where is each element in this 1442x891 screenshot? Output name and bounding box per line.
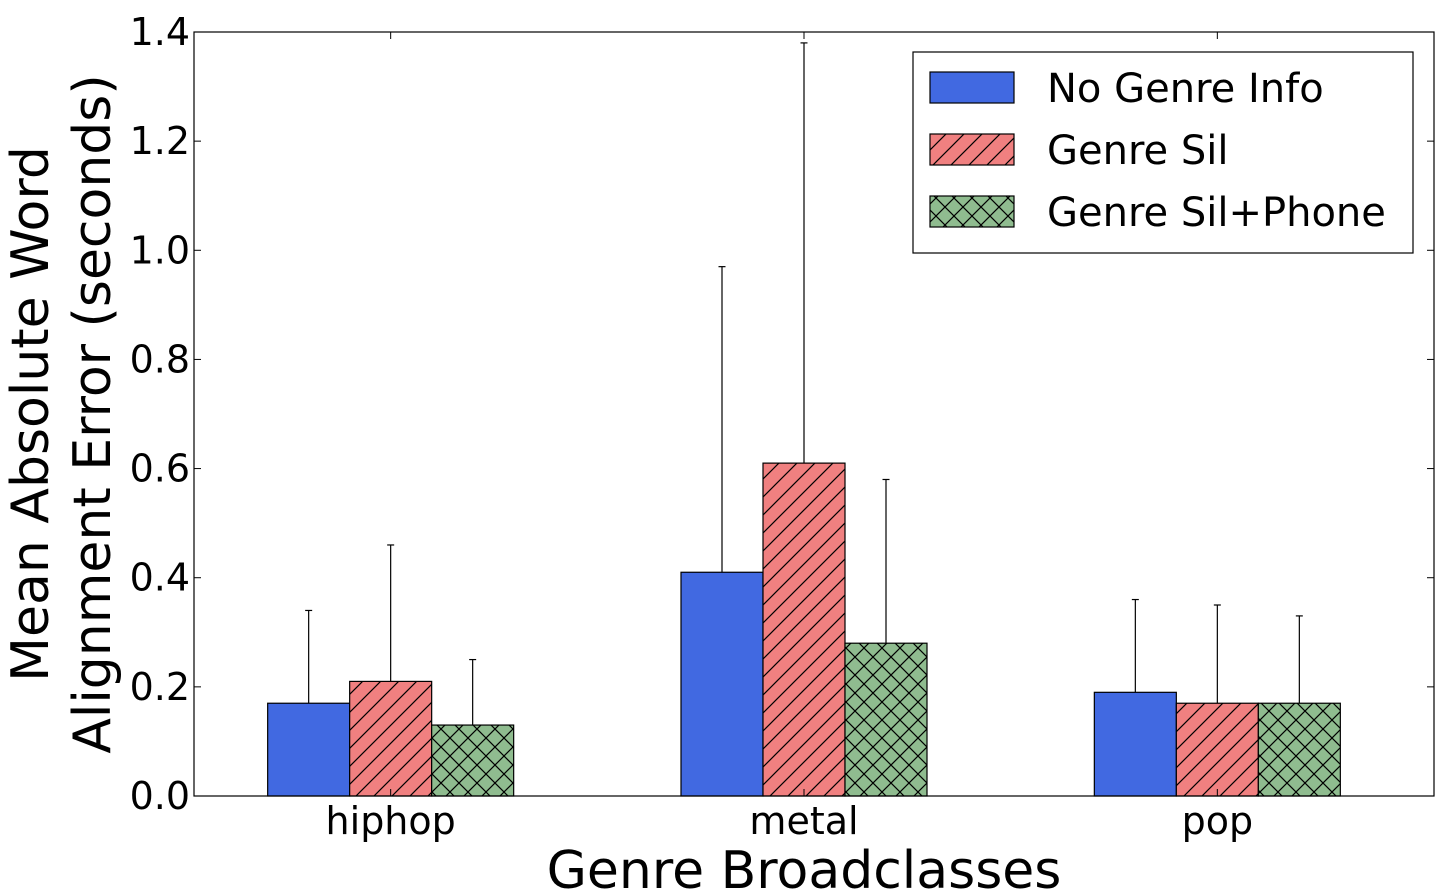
y-tick-label: 0.8 <box>130 337 190 381</box>
bar-no-genre-info-pop <box>1093 691 1177 797</box>
y-axis-title-line-1: Mean Absolute Word <box>1 146 61 682</box>
legend-swatch-genre-sil-phone <box>929 195 1015 228</box>
y-tick-label: 0.6 <box>130 447 190 491</box>
legend-label-genre-sil-phone: Genre Sil+Phone <box>1047 190 1386 236</box>
y-tick-label: 0.2 <box>130 665 190 709</box>
y-tick-label: 0.0 <box>130 774 190 818</box>
bar-genre-sil-phone-metal <box>844 642 928 797</box>
x-tick-label: metal <box>749 799 858 843</box>
x-axis-title: Genre Broadclasses <box>547 841 1062 891</box>
bar-no-genre-info-hiphop <box>267 702 351 797</box>
bar-genre-sil-metal <box>762 462 846 797</box>
y-tick-label: 1.2 <box>130 119 190 163</box>
y-tick-label: 1.0 <box>130 228 190 272</box>
y-axis-title-line-2: Alignment Error (seconds) <box>63 74 123 753</box>
y-tick-label: 0.4 <box>130 556 190 600</box>
bar-genre-sil-phone-pop <box>1257 702 1341 797</box>
bar-genre-sil-hiphop <box>349 680 433 797</box>
bar-no-genre-info-metal <box>680 571 764 797</box>
legend-swatch-no-genre-info <box>929 71 1015 104</box>
x-tick-label: hiphop <box>326 799 456 843</box>
x-tick-label: pop <box>1182 799 1254 843</box>
y-tick-label: 1.4 <box>130 10 190 54</box>
bar-genre-sil-phone-hiphop <box>431 724 515 797</box>
legend-label-no-genre-info: No Genre Info <box>1047 66 1324 112</box>
plot-frame <box>193 31 1435 797</box>
bar-genre-sil-pop <box>1175 702 1259 797</box>
legend-label-genre-sil: Genre Sil <box>1047 128 1228 174</box>
legend-swatch-genre-sil <box>929 133 1015 166</box>
